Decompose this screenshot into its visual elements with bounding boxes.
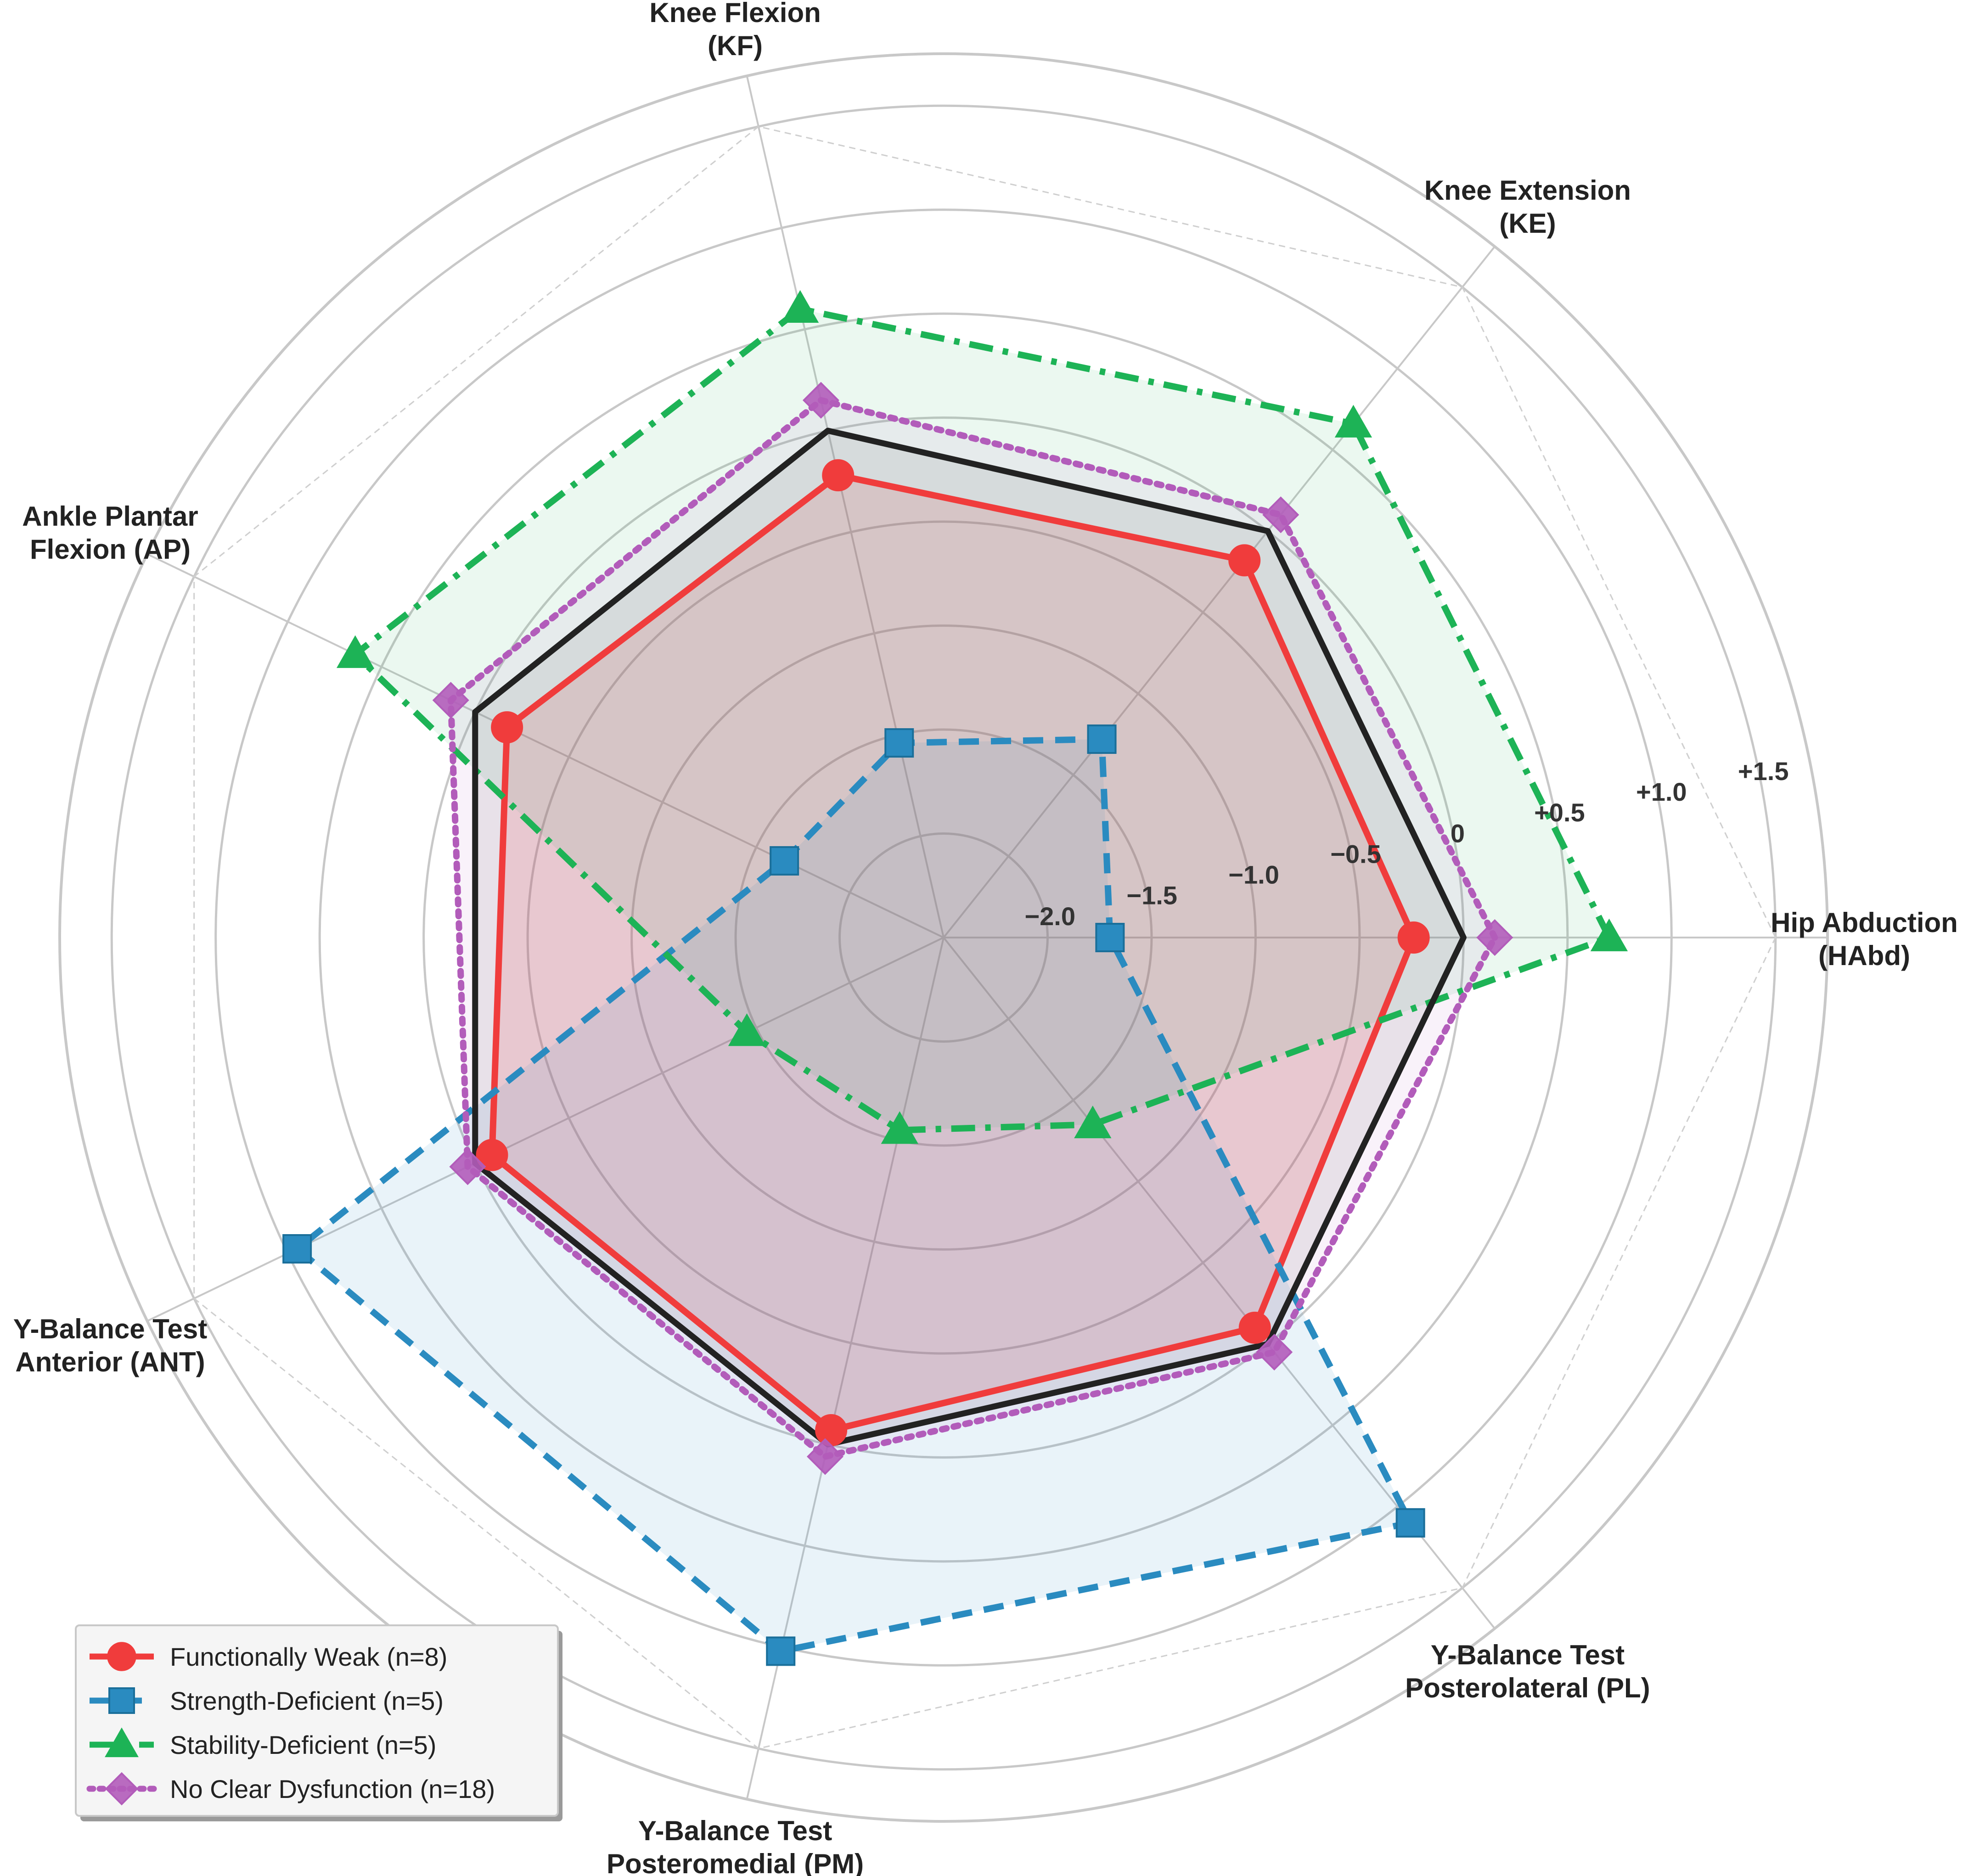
series-marker [282, 1234, 312, 1264]
series-marker [449, 1148, 486, 1185]
axis-label-line2: Anterior (ANT) [15, 1347, 205, 1377]
axis-spoke [146, 937, 944, 1322]
legend-entry-label: No Clear Dysfunction (n=18) [170, 1775, 495, 1803]
axis-label-layer: Hip Abduction(HAbd)Knee Extension(KE)Kne… [13, 0, 1958, 1876]
series-marker [1476, 919, 1513, 956]
series-fill [492, 475, 1414, 1431]
legend-box [75, 1624, 559, 1817]
tick-label: −2.0 [1024, 902, 1075, 931]
axis-label-line1: Ankle Plantar [22, 501, 198, 532]
series-marker [1262, 496, 1299, 534]
tick-label: +1.0 [1636, 777, 1687, 806]
series-marker [1334, 404, 1372, 438]
series-line-layer [294, 306, 1613, 1655]
legend-marker [107, 1642, 136, 1671]
axis-label-line1: Hip Abduction [1771, 907, 1958, 938]
series-marker [822, 459, 855, 492]
axis-label: Knee Extension(KE) [1424, 175, 1631, 239]
series-marker [766, 1636, 796, 1666]
series-marker [1074, 1106, 1112, 1139]
axis-label-line2: Posteromedial (PM) [607, 1848, 864, 1876]
series-marker [491, 711, 523, 744]
series-fill [450, 400, 1495, 1457]
series-marker [806, 1438, 844, 1475]
series-marker [781, 290, 819, 323]
legend: Functionally Weak (n=8) Strength-Deficien… [75, 1624, 562, 1821]
tick-label-layer: −2.0 −1.5 −1.0 −0.5 0 +0.5 +1.0 +1.5 [1024, 757, 1788, 931]
series-marker-layer [282, 290, 1628, 1666]
series-marker [476, 1139, 508, 1171]
reference-fill [475, 431, 1464, 1444]
series-fill-layer [297, 309, 1609, 1651]
tick-label: +1.5 [1738, 757, 1789, 786]
series-fill [297, 739, 1411, 1651]
series-marker [1395, 1508, 1425, 1538]
axis-label-line1: Knee Extension [1424, 175, 1631, 206]
reference-line [472, 427, 1467, 1448]
series-marker [1590, 918, 1628, 951]
legend-marker [105, 1772, 139, 1806]
tick-label: 0 [1451, 819, 1465, 848]
series-marker [1256, 1333, 1293, 1371]
series-marker [802, 382, 839, 419]
axis-label-line2: (KF) [708, 30, 763, 61]
tick-label: −0.5 [1330, 839, 1381, 868]
axis-label-line2: (HAbd) [1818, 940, 1910, 971]
axis-label-line2: Posterolateral (PL) [1405, 1673, 1650, 1703]
series-marker [1095, 923, 1125, 952]
series-marker [884, 728, 914, 758]
series-marker [336, 635, 374, 668]
axis-spoke [146, 553, 944, 938]
series-marker [815, 1414, 848, 1447]
legend-marker [105, 1727, 139, 1758]
series-line [489, 472, 1417, 1434]
grid-layer [58, 52, 1829, 1823]
series-marker [1397, 921, 1430, 954]
axis-label-line2: Flexion (AP) [30, 534, 191, 565]
series-marker [770, 846, 799, 876]
series-marker [881, 1111, 918, 1144]
axis-spoke [746, 75, 945, 938]
series-marker [728, 1013, 766, 1046]
tick-label: +0.5 [1534, 798, 1585, 827]
series-line [352, 306, 1613, 1134]
series-marker [1228, 544, 1261, 577]
axis-label-line1: Knee Flexion [649, 0, 821, 28]
axis-label-line1: Y-Balance Test [638, 1815, 832, 1846]
series-marker [1238, 1311, 1271, 1344]
axis-label: Knee Flexion(KF) [649, 0, 821, 61]
grid-polygon [193, 126, 1777, 1749]
legend-entry-label: Functionally Weak (n=8) [170, 1642, 447, 1671]
axis-label-line1: Y-Balance Test [13, 1314, 207, 1344]
series-marker [432, 682, 469, 719]
series-marker [1087, 724, 1117, 754]
series-line [447, 397, 1498, 1460]
axis-label: Hip Abduction(HAbd) [1771, 907, 1958, 971]
series-line [294, 736, 1414, 1655]
legend-entry-label: Strength-Deficient (n=5) [170, 1686, 444, 1715]
tick-label: −1.0 [1228, 860, 1279, 889]
axis-label-line1: Y-Balance Test [1431, 1640, 1625, 1670]
axis-label-line2: (KE) [1499, 208, 1556, 239]
tick-label: −1.5 [1126, 881, 1177, 910]
legend-marker [108, 1687, 135, 1714]
legend-entry-label: Stability-Deficient (n=5) [170, 1730, 436, 1759]
axis-spoke [943, 246, 1496, 938]
